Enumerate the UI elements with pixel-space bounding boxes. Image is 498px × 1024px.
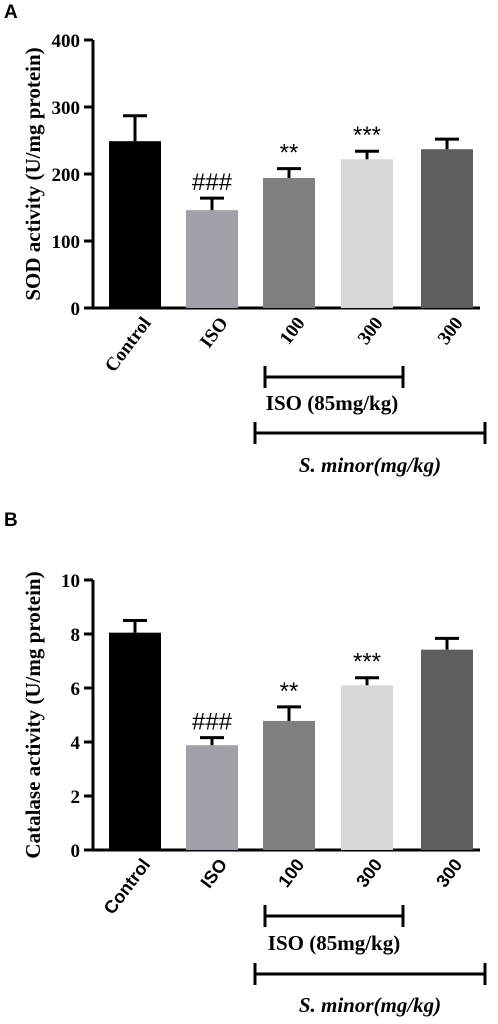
panel-label: A bbox=[4, 2, 18, 23]
chart-panel-b: B 0 2 4 6 8 10 Catalase activity (U/mg protein)… bbox=[4, 510, 487, 1017]
x-tick-label: 300 bbox=[434, 313, 468, 348]
significance-marker: *** bbox=[353, 649, 381, 676]
bar bbox=[263, 720, 315, 850]
bar bbox=[186, 745, 238, 850]
bar bbox=[109, 141, 161, 308]
x-tick-label: 300 bbox=[352, 855, 386, 891]
y-tick-label: 6 bbox=[71, 679, 81, 700]
significance-marker: ** bbox=[280, 140, 299, 167]
significance-marker: ### bbox=[192, 709, 233, 736]
bar bbox=[341, 685, 393, 850]
y-tick-label: 0 bbox=[71, 841, 81, 862]
y-axis-label: Catalase activity (U/mg protein) bbox=[21, 571, 45, 858]
bar bbox=[421, 149, 473, 308]
bar bbox=[109, 632, 161, 850]
bar bbox=[186, 210, 238, 308]
x-tick-label: Control bbox=[100, 855, 154, 918]
panel-label: B bbox=[4, 510, 18, 531]
group-label-s-minor: S. minor(mg/kg) bbox=[299, 453, 441, 477]
y-tick-label: 400 bbox=[52, 31, 81, 52]
y-tick-label: 10 bbox=[61, 571, 80, 592]
bar bbox=[263, 178, 315, 308]
y-tick-label: 8 bbox=[71, 625, 81, 646]
significance-marker: *** bbox=[353, 122, 381, 149]
x-tick-label: Control bbox=[101, 313, 156, 376]
chart-panel-a: A 0 100 200 300 400 SOD activity (U/mg protein… bbox=[4, 2, 487, 477]
x-tick-label: ISO bbox=[197, 855, 232, 892]
x-tick-label: ISO bbox=[196, 313, 232, 352]
y-tick-label: 4 bbox=[71, 733, 81, 754]
x-tick-label: 300 bbox=[432, 855, 466, 891]
bar bbox=[421, 649, 473, 850]
group-label-s-minor: S. minor(mg/kg) bbox=[299, 993, 441, 1017]
y-tick-label: 0 bbox=[71, 299, 81, 320]
y-axis-label: SOD activity (U/mg protein) bbox=[21, 47, 45, 300]
y-tick-label: 2 bbox=[71, 787, 81, 808]
significance-marker: ** bbox=[280, 678, 299, 705]
bar bbox=[341, 159, 393, 308]
group-label-iso: ISO (85mg/kg) bbox=[266, 391, 398, 415]
x-tick-label: 100 bbox=[276, 313, 310, 348]
x-tick-label: 100 bbox=[274, 855, 308, 891]
x-tick-label: 300 bbox=[354, 313, 388, 348]
y-tick-label: 200 bbox=[52, 165, 81, 186]
y-tick-label: 100 bbox=[52, 232, 81, 253]
group-label-iso: ISO (85mg/kg) bbox=[268, 931, 400, 955]
y-tick-label: 300 bbox=[52, 98, 81, 119]
significance-marker: ### bbox=[192, 169, 233, 196]
